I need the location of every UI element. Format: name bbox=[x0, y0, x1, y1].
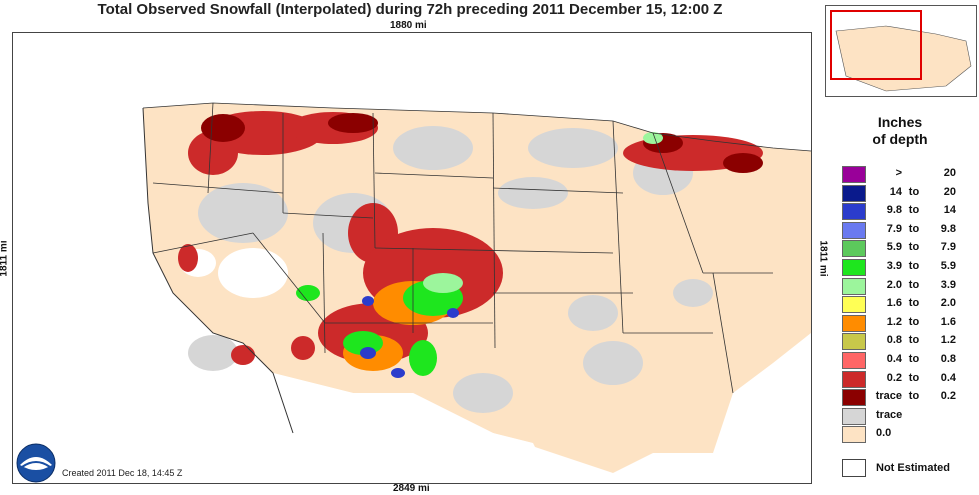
legend-range-hi: 0.4 bbox=[940, 371, 956, 384]
legend-range-to: to bbox=[908, 278, 920, 291]
legend-range-hi: 3.9 bbox=[940, 278, 956, 291]
legend-swatch bbox=[842, 166, 866, 183]
snowfall-map bbox=[12, 32, 812, 484]
legend-range-lo: 14 bbox=[889, 185, 902, 198]
legend-range-lo: 2.0 bbox=[886, 278, 902, 291]
legend-range-hi: 1.6 bbox=[940, 315, 956, 328]
legend-row: 0.4 to 0.8 bbox=[842, 351, 972, 370]
legend-swatch bbox=[842, 184, 866, 202]
legend-swatch bbox=[842, 296, 866, 314]
legend-range-lo: 5.9 bbox=[886, 241, 902, 254]
legend-row: 5.9 to 7.9 bbox=[842, 239, 972, 258]
legend-range-lo: 7.9 bbox=[886, 222, 902, 235]
legend-range-hi: 1.2 bbox=[940, 334, 956, 347]
legend-title-line2: of depth bbox=[872, 131, 928, 147]
legend-swatch bbox=[842, 258, 866, 276]
legend-range-lo: 3.9 bbox=[886, 259, 902, 272]
legend-row: 0.2 to 0.4 bbox=[842, 370, 972, 389]
legend-range-to: to bbox=[908, 390, 920, 403]
legend-swatch bbox=[842, 314, 866, 332]
legend-range-lo: > bbox=[895, 167, 902, 179]
bottom-distance-label: 2849 mi bbox=[393, 483, 430, 494]
legend-row: trace bbox=[842, 407, 972, 426]
legend-row: 14 to 20 bbox=[842, 184, 972, 203]
legend-range-to: to bbox=[908, 315, 920, 328]
legend-range-hi: 7.9 bbox=[940, 241, 956, 254]
legend-row: >20 bbox=[842, 165, 972, 184]
legend-row: 3.9 to 5.9 bbox=[842, 258, 972, 277]
legend-range-hi: 20 bbox=[943, 185, 956, 198]
legend-range-hi: 20 bbox=[943, 167, 956, 179]
legend-swatch bbox=[842, 277, 866, 295]
legend-range-to: to bbox=[908, 222, 920, 235]
legend-swatch bbox=[842, 370, 866, 388]
legend-swatch bbox=[842, 426, 866, 444]
legend-swatch bbox=[842, 333, 866, 351]
legend-row: 9.8 to 14 bbox=[842, 202, 972, 221]
legend-range-hi: 0.2 bbox=[940, 390, 956, 403]
legend-not-estimated: Not Estimated bbox=[842, 459, 972, 479]
legend-range-hi: 9.8 bbox=[940, 222, 956, 235]
legend-range-hi: 5.9 bbox=[940, 259, 956, 272]
legend-label: Not Estimated bbox=[876, 462, 950, 474]
legend-range-to: to bbox=[908, 185, 920, 198]
legend-range-lo: 0.4 bbox=[886, 352, 902, 365]
legend-title: Inches of depth bbox=[840, 114, 960, 148]
legend-row: 1.2 to 1.6 bbox=[842, 314, 972, 333]
legend-range-hi: 14 bbox=[943, 204, 956, 217]
legend-range-hi: 0.8 bbox=[940, 352, 956, 365]
legend-range-hi: 2.0 bbox=[940, 297, 956, 310]
legend-range-lo: 0.2 bbox=[886, 371, 902, 384]
right-distance-label: 1811 mi bbox=[817, 240, 829, 277]
legend-range-to: to bbox=[908, 297, 920, 310]
legend-range-to: to bbox=[908, 241, 920, 254]
legend-swatch bbox=[842, 351, 866, 369]
legend-range-to: to bbox=[908, 352, 920, 365]
legend-swatch bbox=[842, 203, 866, 221]
legend-swatch bbox=[842, 407, 866, 425]
legend-row: 2.0 to 3.9 bbox=[842, 277, 972, 296]
inset-extent-box bbox=[830, 10, 922, 80]
legend-title-line1: Inches bbox=[877, 114, 923, 130]
top-distance-label: 1880 mi bbox=[390, 20, 427, 31]
legend-row: 0.0 bbox=[842, 425, 972, 444]
legend-range-lo: 1.2 bbox=[886, 315, 902, 328]
map-title: Total Observed Snowfall (Interpolated) d… bbox=[97, 1, 723, 18]
legend-swatch bbox=[842, 389, 866, 407]
legend-swatch bbox=[842, 459, 866, 477]
legend-range-lo: trace bbox=[875, 390, 902, 403]
left-distance-label: 1811 mi bbox=[0, 240, 10, 277]
legend-range-lo: 1.6 bbox=[886, 297, 902, 310]
legend-swatch bbox=[842, 240, 866, 258]
overview-inset-map[interactable] bbox=[825, 5, 977, 97]
noaa-logo bbox=[16, 443, 56, 483]
legend-label: trace bbox=[876, 408, 903, 421]
legend-swatch bbox=[842, 221, 866, 239]
legend-label: 0.0 bbox=[876, 427, 892, 440]
legend-range-to: to bbox=[908, 334, 920, 347]
legend-row: 0.8 to 1.2 bbox=[842, 332, 972, 351]
legend-range-to: to bbox=[908, 204, 920, 217]
legend-range-to: to bbox=[908, 259, 920, 272]
legend-range-lo: 9.8 bbox=[886, 204, 902, 217]
legend-range-to: to bbox=[908, 371, 920, 384]
legend-row: trace to 0.2 bbox=[842, 388, 972, 407]
legend-row: 7.9 to 9.8 bbox=[842, 221, 972, 240]
legend: >20 14 to 20 9.8 to 14 7.9 to 9.8 5.9 to 7.9 3.9 to 5.9… bbox=[842, 165, 972, 444]
legend-range-lo: 0.8 bbox=[886, 334, 902, 347]
legend-row: 1.6 to 2.0 bbox=[842, 295, 972, 314]
created-timestamp: Created 2011 Dec 18, 14:45 Z bbox=[62, 468, 183, 478]
